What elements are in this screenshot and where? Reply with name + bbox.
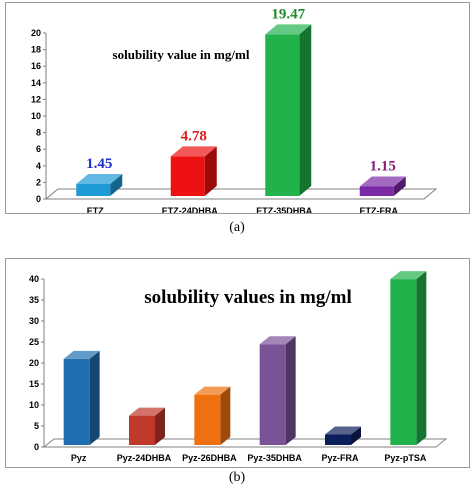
- bar-front: [194, 394, 221, 445]
- data-label: 19.47: [271, 6, 305, 22]
- caption-b: (b): [228, 470, 246, 485]
- data-label: 4.78: [181, 128, 207, 144]
- chart-a-panel: 0 2 4 6 8 10 12 14 16 18 20 solubility value in mg/…: [5, 2, 470, 216]
- chart-floor: [42, 438, 448, 448]
- bar-side: [89, 350, 100, 445]
- bar: [265, 24, 312, 196]
- bar-front: [129, 415, 155, 445]
- bar-top: [265, 24, 312, 35]
- bar-top: [325, 426, 361, 435]
- y-tick-label: 2: [36, 177, 41, 187]
- y-tick-label: 15: [29, 379, 39, 389]
- y-tick-label: 6: [36, 144, 41, 154]
- bar: [76, 173, 123, 196]
- bar-side: [155, 407, 165, 445]
- bar-top: [129, 407, 165, 416]
- bar-top: [63, 350, 100, 359]
- y-tick-label: 18: [31, 45, 41, 55]
- x-tick-label: Pyz-26DHBA: [182, 453, 237, 463]
- bar-top: [76, 173, 123, 184]
- x-tick-label: Pyz-FRA: [321, 453, 359, 463]
- bar-top: [194, 386, 231, 395]
- bar-top: [170, 146, 217, 157]
- y-tick-label: 5: [34, 421, 39, 431]
- data-label: 1.15: [370, 158, 396, 174]
- y-tick-label: 25: [29, 337, 39, 347]
- bar: [129, 407, 165, 445]
- x-tick-label: ETZ-FRA: [360, 206, 399, 213]
- bar-top: [359, 176, 406, 187]
- bar: [194, 386, 231, 445]
- y-tick-label: 20: [29, 358, 39, 368]
- caption-a: (a): [229, 220, 245, 235]
- y-tick-label: 30: [29, 316, 39, 326]
- bar-side: [299, 24, 312, 196]
- bar-side: [393, 176, 406, 196]
- bar-front: [359, 186, 394, 196]
- y-tick-label: 8: [36, 128, 41, 138]
- y-tick-label: 10: [31, 111, 41, 121]
- bar-side: [351, 426, 361, 445]
- y-tick-label: 0: [34, 442, 39, 452]
- bar-front: [170, 156, 205, 196]
- x-tick-label: ETZ-24DHBA: [162, 206, 219, 213]
- chart-title: solubility values in mg/ml: [144, 287, 351, 308]
- y-tick-label: 12: [31, 94, 41, 104]
- bar-top: [259, 336, 296, 345]
- bar-front: [259, 344, 286, 445]
- bar-side: [285, 336, 296, 445]
- y-tick-label: 20: [31, 28, 41, 38]
- bar-front: [325, 434, 351, 445]
- bar-front: [63, 358, 90, 445]
- chart-title: solubility value in mg/ml: [113, 47, 250, 62]
- bar: [170, 146, 217, 196]
- x-tick-label: Pyz-35DHBA: [247, 453, 302, 463]
- bar-side: [220, 386, 231, 445]
- y-tick-label: 14: [31, 78, 41, 88]
- bar: [259, 336, 296, 445]
- y-tick-label: 10: [29, 400, 39, 410]
- bar: [325, 426, 361, 445]
- bar-side: [110, 173, 123, 196]
- chart-b-panel: 0 5 10 15 20 25 30 35 40 solubility values in mg/…: [5, 258, 470, 468]
- bar: [390, 271, 427, 445]
- bar-side: [204, 146, 217, 196]
- bar-side: [416, 271, 427, 445]
- bar-top: [390, 271, 427, 280]
- bar: [359, 176, 406, 196]
- x-tick-label: ETZ: [87, 206, 105, 213]
- x-tick-label: Pyz-24DHBA: [117, 453, 172, 463]
- x-tick-label: Pyz-pTSA: [384, 453, 427, 463]
- x-tick-label: Pyz: [71, 453, 87, 463]
- y-tick-label: 40: [29, 274, 39, 284]
- chart-a: 0 2 4 6 8 10 12 14 16 18 20 solubility value in mg/…: [31, 6, 438, 216]
- bar: [63, 350, 100, 445]
- y-tick-label: 0: [36, 194, 41, 204]
- x-tick-label: ETZ-35DHBA: [256, 206, 313, 213]
- bar-front: [76, 183, 111, 196]
- bar-front: [265, 34, 300, 196]
- y-tick-label: 4: [36, 161, 41, 171]
- y-tick-label: 35: [29, 295, 39, 305]
- data-label: 1.45: [86, 156, 112, 172]
- bar-front: [390, 279, 417, 445]
- chart-floor: [44, 188, 438, 200]
- chart-b: 0 5 10 15 20 25 30 35 40 solubility values in mg/…: [29, 271, 448, 463]
- y-tick-label: 16: [31, 61, 41, 71]
